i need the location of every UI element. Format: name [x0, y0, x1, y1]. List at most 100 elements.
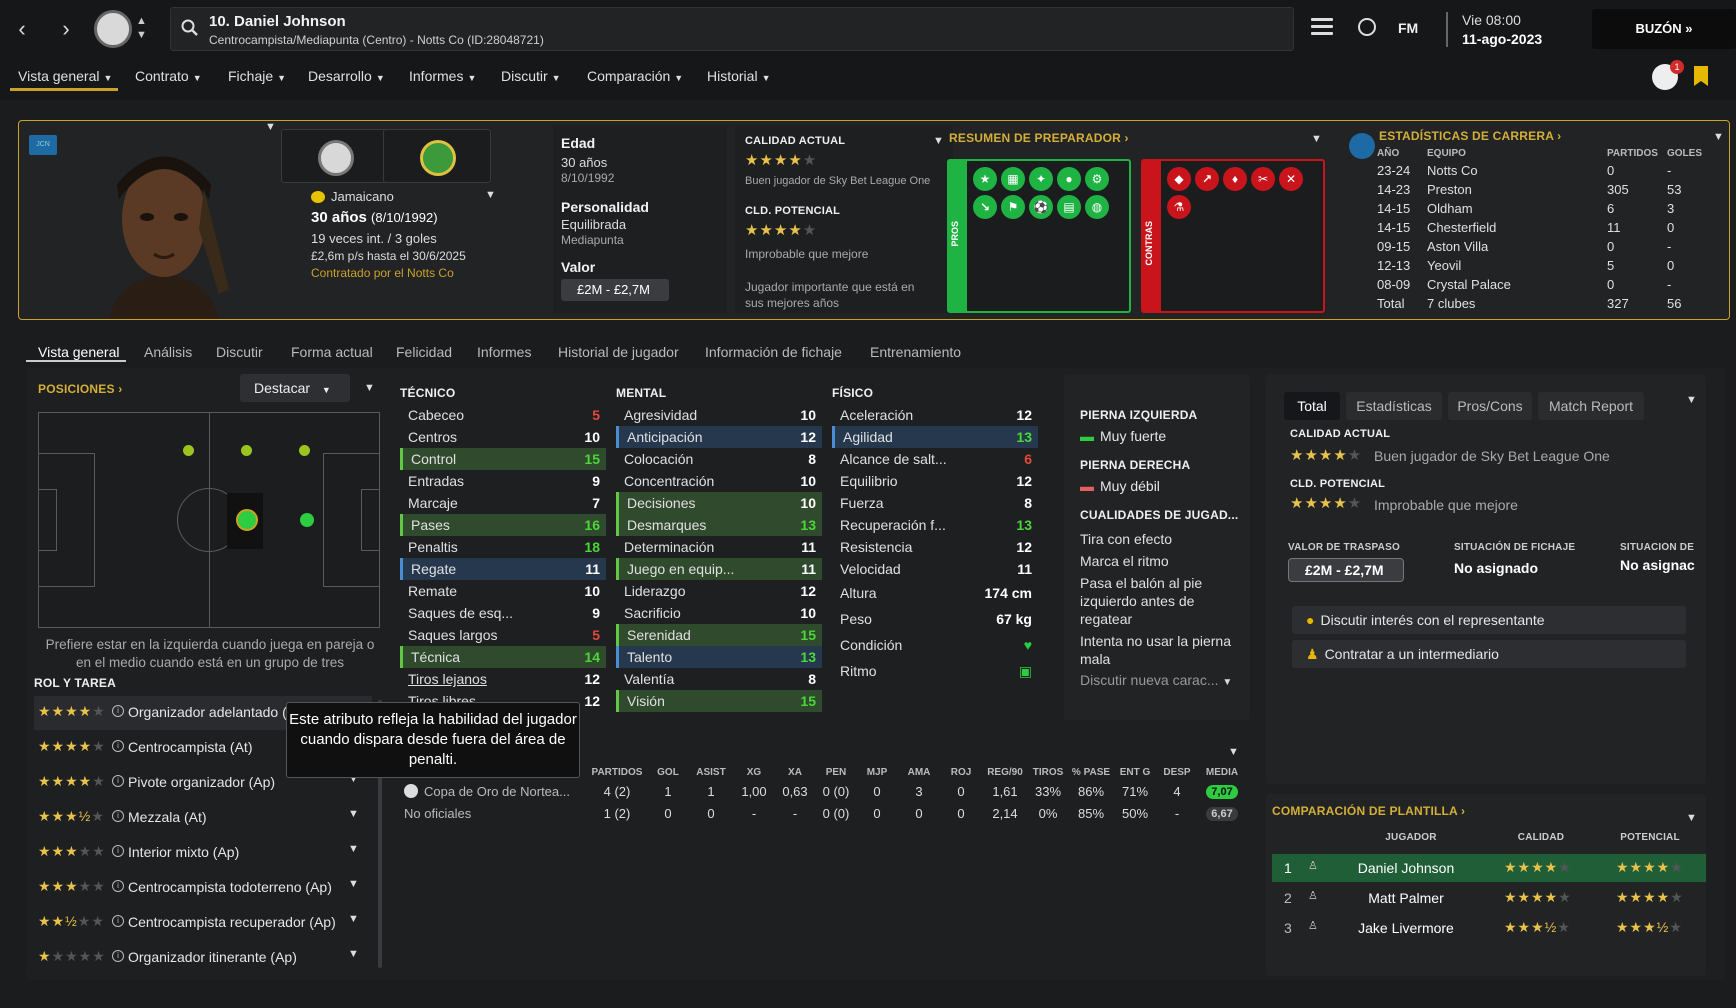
chevron-down-icon[interactable]: ▼	[348, 878, 359, 890]
attribute-row[interactable]: Colocación 8	[624, 451, 816, 467]
kick-icon[interactable]: ⚽	[1029, 195, 1053, 219]
attribute-row[interactable]: Fuerza 8	[840, 495, 1032, 511]
clipboard-icon[interactable]: ▤	[1057, 195, 1081, 219]
menu-desarrollo[interactable]: Desarrollo ▼	[308, 68, 385, 84]
hire-agent-button[interactable]: ♟ Contratar a un intermediario	[1292, 640, 1686, 668]
boot-icon[interactable]: ↘	[973, 195, 997, 219]
career-stats-title[interactable]: ESTADÍSTICAS DE CARRERA ›	[1379, 129, 1562, 143]
prev-next-player-icon[interactable]: ▲ ▼	[136, 15, 147, 41]
role-row[interactable]: ★★½★★ i Centrocampista recuperador (Ap) …	[38, 913, 359, 930]
attribute-row[interactable]: Regate 11	[400, 558, 606, 580]
position-dot[interactable]	[299, 445, 310, 456]
tab-estadisticas[interactable]: Estadísticas	[1346, 392, 1442, 420]
positions-title[interactable]: POSICIONES ›	[38, 382, 123, 396]
info-icon[interactable]: i	[112, 775, 124, 787]
attribute-row[interactable]: Pases 16	[400, 514, 606, 536]
tab-forma-actual[interactable]: Forma actual	[291, 344, 373, 360]
menu-fichaje[interactable]: Fichaje ▼	[228, 68, 287, 84]
player-search-box[interactable]: 10. Daniel Johnson Centrocampista/Mediap…	[170, 7, 1294, 51]
nationality-chevron-icon[interactable]: ▼	[485, 189, 496, 201]
role-row[interactable]: ★★★★★ i Centrocampista todoterreno (Ap) …	[38, 878, 359, 895]
runner-icon[interactable]: ♦	[1223, 167, 1247, 191]
table-row[interactable]: 23-24 Notts Co 0-	[1377, 163, 1672, 178]
attribute-row[interactable]: Control 15	[400, 448, 606, 470]
attribute-row[interactable]: Sacrificio 10	[624, 605, 816, 621]
flask-icon[interactable]: ⚗	[1167, 195, 1191, 219]
club-crest-icon[interactable]	[94, 10, 132, 48]
attribute-row[interactable]: Agilidad 13	[832, 426, 1038, 448]
right-panel-chevron-icon[interactable]: ▼	[1686, 394, 1697, 406]
table-row[interactable]: 14-23 Preston 305 53	[1377, 182, 1682, 197]
attribute-row[interactable]: Juego en equip... 11	[616, 558, 822, 580]
attribute-row[interactable]: Centros 10	[408, 429, 600, 445]
attribute-row[interactable]: Entradas 9	[408, 473, 600, 489]
gear-icon[interactable]: ⚙	[1085, 167, 1109, 191]
squad-chevron-icon[interactable]: ▼	[1686, 812, 1697, 824]
attribute-row[interactable]: Marcaje 7	[408, 495, 600, 511]
attribute-row[interactable]: Alcance de salt... 6	[840, 451, 1032, 467]
photo-options-chevron-icon[interactable]: ▼	[265, 121, 276, 133]
attribute-row[interactable]: Serenidad 15	[616, 624, 822, 646]
discuss-new-trait-button[interactable]: Discutir nueva carac... ▼	[1080, 672, 1233, 688]
role-row[interactable]: ★★★½★ i Mezzala (At) ▼	[38, 808, 359, 825]
table-row[interactable]: 3 ♙ Jake Livermore ★★★½★ ★★★½★	[1284, 919, 1683, 936]
tab-pros-cons[interactable]: Pros/Cons	[1448, 392, 1532, 420]
attribute-row[interactable]: Técnica 14	[400, 646, 606, 668]
tab-informacion-fichaje[interactable]: Información de fichaje	[705, 344, 842, 360]
attribute-row[interactable]: Equilibrio 12	[840, 473, 1032, 489]
menu-discutir[interactable]: Discutir ▼	[501, 68, 561, 84]
attribute-row[interactable]: Valentía 8	[624, 671, 816, 687]
tab-informes[interactable]: Informes	[477, 344, 532, 360]
table-row[interactable]: 1 ♙ Daniel Johnson ★★★★★ ★★★★★	[1272, 854, 1706, 882]
inbox-button[interactable]: BUZÓN »	[1592, 9, 1736, 49]
bookmark-icon[interactable]	[1694, 66, 1708, 86]
menu-vista-general[interactable]: Vista general ▼	[18, 68, 113, 84]
stats-chevron-icon[interactable]: ▼	[1228, 746, 1239, 758]
table-row[interactable]: 08-09 Crystal Palace 0-	[1377, 277, 1672, 292]
tab-discutir[interactable]: Discutir	[216, 344, 263, 360]
natural-position-dot[interactable]	[236, 509, 258, 531]
attribute-row[interactable]: Aceleración 12	[840, 407, 1032, 423]
attribute-row[interactable]: Saques de esq... 9	[408, 605, 600, 621]
nation-crest-box[interactable]	[383, 129, 491, 183]
jump-icon[interactable]: ✂	[1251, 167, 1275, 191]
tab-match-report[interactable]: Match Report	[1538, 392, 1644, 420]
attribute-row[interactable]: Decisiones 10	[616, 492, 822, 514]
tab-felicidad[interactable]: Felicidad	[396, 344, 453, 360]
role-row[interactable]: ★★★★★ i Centrocampista (At)	[38, 738, 253, 755]
chevron-down-icon[interactable]: ▼	[348, 913, 359, 925]
table-row[interactable]: 14-15 Chesterfield 11 0	[1377, 220, 1675, 235]
position-dot[interactable]	[300, 513, 314, 527]
tab-vista-general[interactable]: Vista general	[38, 344, 120, 360]
attribute-row[interactable]: Velocidad 11	[840, 561, 1032, 577]
table-row[interactable]: 14-15 Oldham 6 3	[1377, 201, 1675, 216]
coach-summary-title[interactable]: RESUMEN DE PREPARADOR ›	[949, 131, 1129, 145]
star-icon[interactable]: ★	[973, 167, 997, 191]
attribute-row[interactable]: Resistencia 12	[840, 539, 1032, 555]
attribute-row[interactable]: Desmarques 13	[616, 514, 822, 536]
tab-entrenamiento[interactable]: Entrenamiento	[870, 344, 962, 360]
globe-icon[interactable]	[1358, 18, 1376, 36]
info-icon[interactable]: i	[112, 915, 124, 927]
attribute-row[interactable]: Visión 15	[616, 690, 822, 712]
info-icon[interactable]: i	[112, 950, 124, 962]
club-crest-box[interactable]	[281, 129, 389, 183]
fm-logo[interactable]: FM	[1398, 20, 1419, 36]
position-dot[interactable]	[183, 445, 194, 456]
lightbulb-icon[interactable]: ●	[1057, 167, 1081, 191]
chevron-down-icon[interactable]: ▼	[348, 808, 359, 820]
attribute-row[interactable]: Cabeceo 5	[408, 407, 600, 423]
tackle-icon[interactable]: ◆	[1167, 167, 1191, 191]
tab-historial-jugador[interactable]: Historial de jugador	[558, 344, 679, 360]
attribute-row[interactable]: Liderazgo 12	[624, 583, 816, 599]
menu-contrato[interactable]: Contrato ▼	[135, 68, 202, 84]
tab-total[interactable]: Total	[1284, 392, 1340, 420]
info-icon[interactable]: i	[112, 705, 124, 717]
attribute-row[interactable]: Concentración 10	[624, 473, 816, 489]
career-chevron-icon[interactable]: ▼	[1713, 131, 1724, 143]
role-row[interactable]: ★★★★★ i Interior mixto (Ap) ▼	[38, 843, 359, 860]
positions-chevron-icon[interactable]: ▼	[364, 382, 375, 394]
chevron-down-icon[interactable]: ▼	[348, 948, 359, 960]
highlight-dropdown[interactable]: Destacar ▼	[240, 374, 350, 402]
coach-chevron-icon[interactable]: ▼	[1311, 133, 1322, 145]
